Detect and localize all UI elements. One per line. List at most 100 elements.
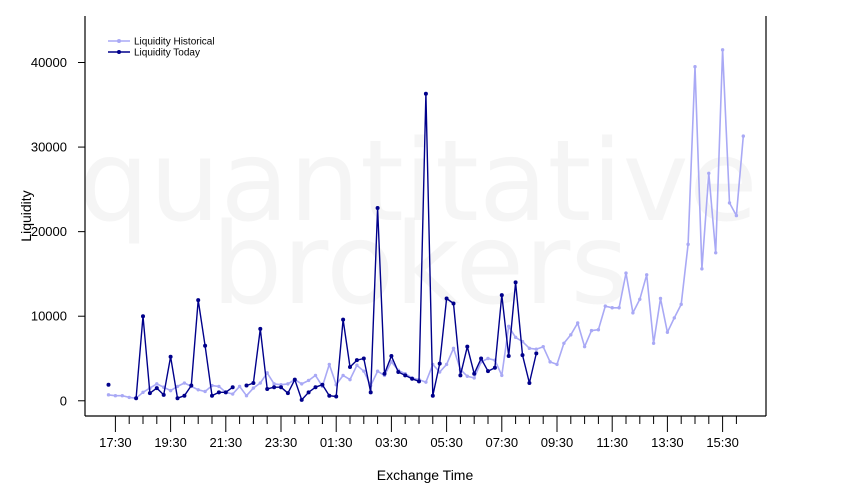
data-point	[527, 381, 532, 386]
x-tick-label: 17:30	[99, 435, 132, 450]
data-point	[714, 251, 718, 255]
data-point	[141, 390, 145, 395]
series-layer	[106, 48, 745, 402]
data-point	[244, 383, 249, 388]
data-point	[231, 392, 235, 396]
data-point	[320, 382, 325, 387]
data-point	[217, 384, 221, 389]
data-point	[382, 371, 387, 376]
data-point	[527, 346, 532, 351]
data-point	[230, 385, 235, 390]
data-point	[147, 391, 152, 396]
data-point	[155, 382, 159, 386]
data-point	[541, 344, 545, 349]
data-point	[513, 335, 518, 340]
legend-label: Liquidity Today	[134, 48, 200, 59]
data-point	[658, 296, 663, 301]
data-point	[196, 388, 200, 392]
x-tick-label: 09:30	[541, 435, 574, 450]
data-point	[272, 385, 277, 390]
data-point	[106, 393, 111, 397]
data-point	[300, 382, 304, 386]
data-point	[534, 347, 538, 351]
y-tick-label: 10000	[31, 309, 67, 324]
data-point	[741, 134, 745, 138]
data-point	[272, 382, 276, 386]
y-ticks: 0 10000 20000 30000 40000	[31, 55, 85, 408]
data-point	[348, 364, 352, 369]
data-point	[161, 392, 166, 397]
data-point	[299, 397, 304, 402]
data-point	[285, 391, 290, 396]
legend-item: Liquidity Today	[108, 48, 200, 59]
legend-item: Liquidity Historical	[108, 37, 215, 48]
legend-label: Liquidity Historical	[134, 37, 215, 48]
data-point	[292, 377, 297, 382]
data-point	[534, 351, 539, 356]
data-point	[355, 363, 359, 367]
data-point	[444, 296, 449, 301]
data-point	[216, 390, 221, 395]
data-point	[679, 302, 683, 307]
data-point	[596, 328, 601, 332]
data-point	[417, 379, 421, 384]
data-point	[182, 381, 187, 385]
data-point	[555, 362, 559, 367]
data-point	[638, 297, 642, 301]
data-point	[341, 373, 345, 378]
data-point	[492, 365, 497, 370]
data-point	[354, 358, 359, 363]
y-tick-label: 0	[60, 393, 67, 408]
y-axis-title: Liquidity	[18, 190, 34, 241]
y-tick-label: 20000	[31, 224, 67, 239]
data-point	[458, 373, 463, 378]
data-point	[258, 326, 263, 331]
data-point	[727, 201, 732, 205]
data-point	[430, 393, 435, 398]
data-point	[327, 393, 332, 398]
legend-swatch-point	[117, 50, 121, 54]
data-point	[548, 360, 552, 364]
x-axis-title: Exchange Time	[377, 467, 474, 483]
x-tick-label: 23:30	[265, 435, 298, 450]
data-point	[251, 381, 256, 386]
data-point	[451, 346, 456, 351]
data-point	[424, 380, 428, 384]
data-point	[403, 373, 408, 378]
x-tick-label: 01:30	[320, 435, 353, 450]
data-point	[576, 321, 580, 325]
data-point	[237, 384, 242, 389]
data-point	[437, 361, 442, 366]
y-tick-label: 40000	[31, 55, 67, 70]
x-tick-label: 15:30	[706, 435, 739, 450]
data-point	[106, 382, 111, 387]
data-point	[520, 353, 525, 358]
data-point	[203, 389, 207, 394]
data-point	[223, 390, 228, 395]
data-point	[313, 385, 318, 390]
data-point	[624, 271, 628, 275]
data-point	[244, 394, 249, 398]
data-point	[341, 317, 346, 322]
data-point	[251, 386, 256, 390]
data-point	[500, 373, 504, 378]
data-point	[513, 280, 518, 285]
x-tick-label: 07:30	[486, 435, 519, 450]
data-point	[175, 396, 180, 401]
data-point	[499, 293, 504, 298]
x-tick-label: 11:30	[596, 435, 628, 450]
legend-swatch-point	[117, 39, 121, 43]
data-point	[651, 341, 656, 345]
y-tick-label: 30000	[31, 140, 67, 155]
data-point	[410, 376, 415, 381]
data-point	[306, 378, 311, 383]
data-point	[279, 385, 283, 390]
data-point	[444, 362, 449, 367]
data-point	[182, 393, 187, 398]
x-ticks: 17:30 19:30 21:30 23:30 01:30 03:30 05:30 07:30…	[99, 416, 739, 450]
data-point	[734, 213, 739, 218]
data-point	[362, 369, 366, 373]
data-point	[327, 362, 331, 367]
